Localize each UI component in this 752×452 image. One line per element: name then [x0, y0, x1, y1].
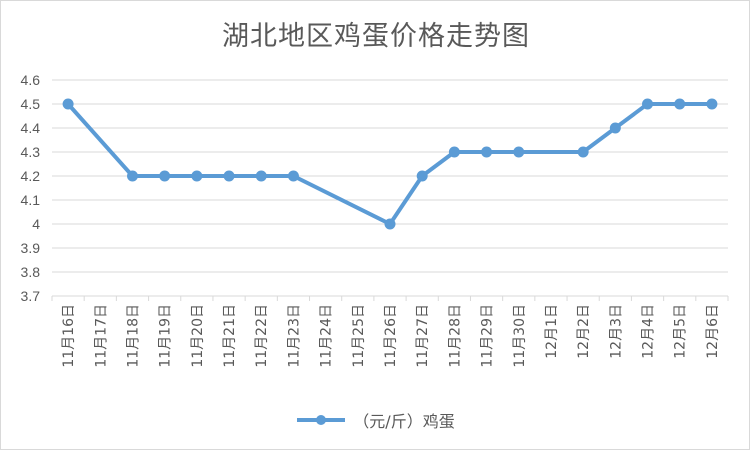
- x-tick-label: 11月23日: [286, 304, 302, 368]
- x-tick-label: 12月3日: [608, 304, 624, 359]
- y-tick-label: 4.4: [21, 120, 41, 136]
- x-tick-label: 12月1日: [544, 304, 560, 359]
- data-point: [674, 98, 686, 110]
- y-tick-label: 4.1: [21, 192, 41, 208]
- x-tick-label: 11月26日: [383, 304, 399, 368]
- x-tick-label: 12月2日: [576, 304, 592, 359]
- x-tick-label: 11月27日: [415, 304, 431, 368]
- legend: （元/斤）鸡蛋: [0, 405, 752, 435]
- x-tick-label: 11月29日: [480, 304, 496, 368]
- x-tick-label: 12月5日: [673, 304, 689, 359]
- legend-marker-icon: [297, 415, 346, 425]
- data-point: [448, 146, 460, 158]
- y-tick-label: 3.9: [21, 240, 41, 256]
- data-point: [223, 170, 235, 182]
- data-point: [287, 170, 299, 182]
- y-tick-label: 4.3: [21, 144, 41, 160]
- x-tick-label: 11月28日: [447, 304, 463, 368]
- x-tick-label: 11月16日: [61, 304, 77, 368]
- x-tick-label: 11月20日: [190, 304, 206, 368]
- data-point: [384, 218, 396, 230]
- data-point: [62, 98, 74, 110]
- data-point: [159, 170, 171, 182]
- x-tick-label: 12月6日: [705, 304, 721, 359]
- data-point: [577, 146, 589, 158]
- x-tick-label: 11月22日: [254, 304, 270, 368]
- y-tick-label: 3.8: [21, 264, 41, 280]
- y-tick-label: 4.5: [21, 96, 41, 112]
- x-tick-label: 11月30日: [512, 304, 528, 368]
- data-point: [642, 98, 654, 110]
- y-tick-label: 4.2: [21, 168, 41, 184]
- chart-title: 湖北地区鸡蛋价格走势图: [222, 21, 530, 52]
- data-point: [609, 122, 621, 134]
- series-line: [66, 102, 712, 226]
- legend-label: （元/斤）鸡蛋: [353, 412, 455, 431]
- x-tick-label: 11月19日: [158, 304, 174, 368]
- data-point: [513, 146, 525, 158]
- x-tick-label: 11月18日: [125, 304, 141, 368]
- data-point: [126, 170, 138, 182]
- data-point: [191, 170, 203, 182]
- x-tick-label: 12月4日: [641, 304, 657, 359]
- x-tick-label: 11月24日: [319, 304, 335, 368]
- data-point: [706, 98, 718, 110]
- x-tick-label: 11月17日: [93, 304, 109, 368]
- y-tick-label: 3.7: [21, 288, 41, 304]
- x-tick-label: 11月25日: [351, 304, 367, 368]
- data-point: [481, 146, 493, 158]
- y-tick-label: 4.6: [21, 72, 41, 88]
- data-point: [255, 170, 267, 182]
- x-tick-label: 11月21日: [222, 304, 238, 368]
- y-tick-label: 4: [32, 216, 40, 232]
- data-point: [416, 170, 428, 182]
